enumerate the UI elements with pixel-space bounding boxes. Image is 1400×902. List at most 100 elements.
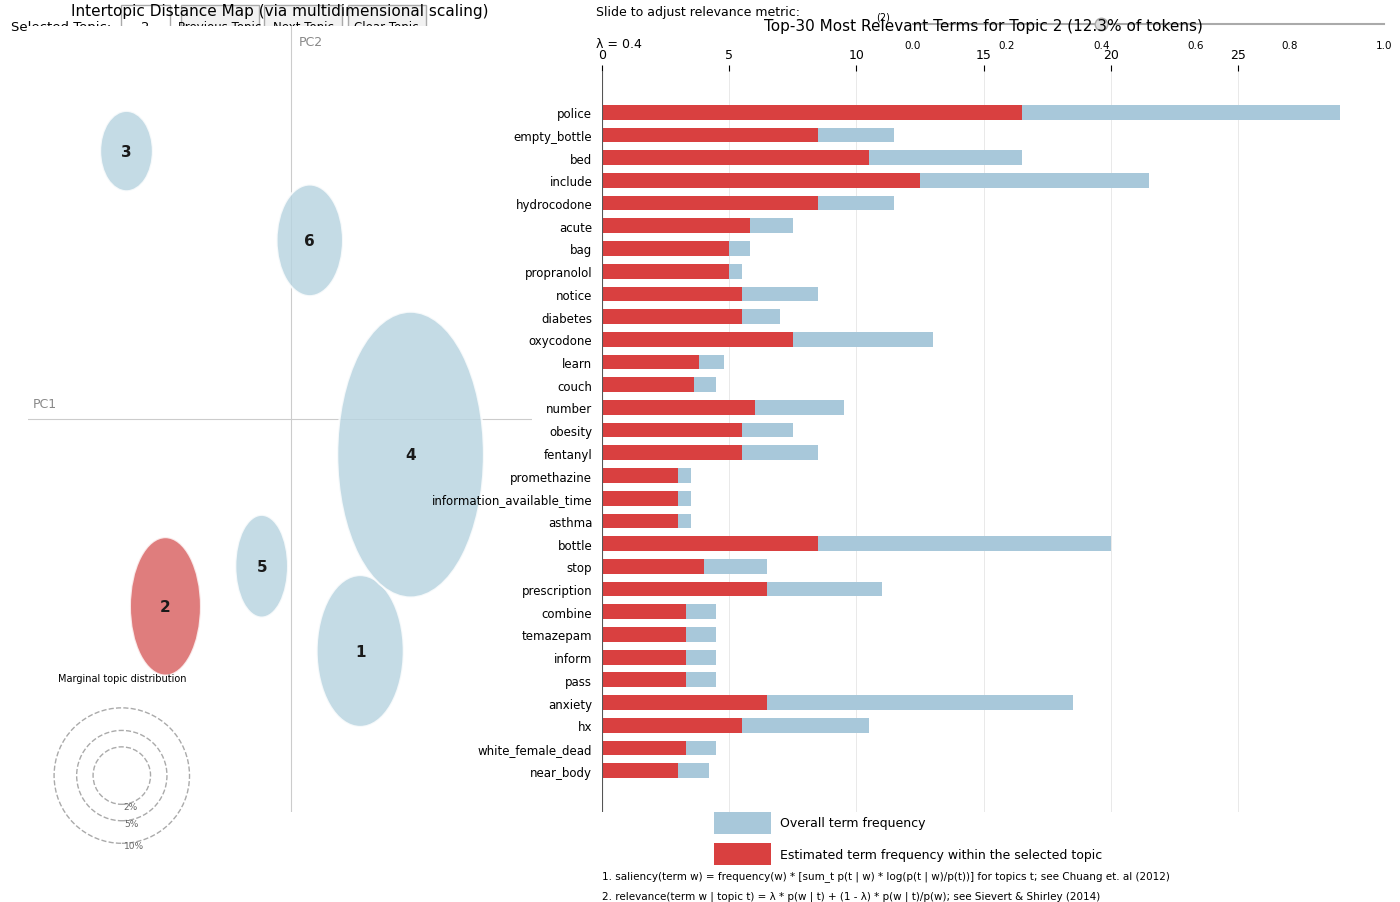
Ellipse shape — [277, 185, 343, 297]
Bar — [602, 400, 844, 415]
Bar — [602, 287, 742, 302]
Bar — [602, 650, 686, 665]
Text: λ = 0.4: λ = 0.4 — [596, 38, 643, 51]
Bar — [602, 718, 869, 732]
Text: 5: 5 — [256, 559, 267, 574]
Bar — [602, 310, 780, 325]
Text: 5%: 5% — [123, 819, 139, 828]
Bar — [602, 469, 679, 483]
Bar — [602, 355, 724, 370]
Bar — [602, 355, 699, 370]
Bar — [602, 264, 729, 280]
Bar — [602, 152, 1022, 166]
Ellipse shape — [130, 538, 202, 676]
Bar — [602, 378, 717, 392]
Title: Top-30 Most Relevant Terms for Topic 2 (12.3% of tokens): Top-30 Most Relevant Terms for Topic 2 (… — [764, 19, 1203, 33]
FancyBboxPatch shape — [714, 843, 770, 865]
Bar — [602, 763, 708, 778]
Title: Intertopic Distance Map (via multidimensional scaling): Intertopic Distance Map (via multidimens… — [71, 4, 489, 19]
Bar — [602, 219, 792, 234]
Bar — [602, 197, 895, 211]
Bar — [602, 333, 932, 347]
Bar — [602, 106, 1340, 121]
Bar — [602, 152, 869, 166]
Text: 1.0: 1.0 — [1376, 41, 1392, 51]
Bar — [602, 673, 717, 687]
Bar — [602, 219, 749, 234]
Bar — [602, 604, 717, 620]
Bar — [602, 174, 1149, 189]
Text: 0.4: 0.4 — [1093, 41, 1109, 51]
Text: 2%: 2% — [123, 803, 139, 812]
Bar — [602, 537, 818, 551]
Text: Clear Topic: Clear Topic — [354, 22, 419, 34]
Ellipse shape — [316, 575, 403, 727]
Text: Slide to adjust relevance metric:: Slide to adjust relevance metric: — [596, 5, 801, 19]
Ellipse shape — [337, 312, 484, 598]
Bar — [602, 333, 792, 347]
Bar — [602, 582, 767, 597]
Text: PC2: PC2 — [298, 36, 322, 49]
Bar — [602, 423, 742, 438]
Bar — [602, 423, 792, 438]
Ellipse shape — [101, 112, 153, 192]
FancyBboxPatch shape — [122, 5, 169, 51]
Bar — [602, 628, 686, 642]
Bar — [602, 128, 895, 143]
Bar — [602, 492, 692, 506]
Text: Marginal topic distribution: Marginal topic distribution — [57, 674, 186, 684]
Text: 2: 2 — [141, 22, 150, 34]
Bar — [602, 514, 679, 529]
Text: 0.2: 0.2 — [998, 41, 1015, 51]
Bar — [602, 378, 693, 392]
Bar — [602, 604, 686, 620]
Text: 1: 1 — [356, 644, 365, 658]
Bar — [602, 741, 717, 756]
Text: 6: 6 — [304, 234, 315, 249]
Text: 0.0: 0.0 — [904, 41, 921, 51]
Bar — [602, 128, 818, 143]
Bar — [602, 695, 767, 710]
Bar — [602, 763, 679, 778]
Bar — [602, 628, 717, 642]
Bar — [602, 310, 742, 325]
Bar — [602, 242, 729, 256]
Text: PC1: PC1 — [32, 398, 57, 410]
Text: 1. saliency(term w) = frequency(w) * [sum_t p(t | w) * log(p(t | w)/p(t))] for t: 1. saliency(term w) = frequency(w) * [su… — [602, 870, 1170, 881]
Bar — [602, 264, 742, 280]
Bar — [602, 559, 704, 574]
Bar — [602, 197, 818, 211]
Bar — [602, 446, 818, 461]
Bar — [602, 287, 818, 302]
Bar — [602, 537, 1110, 551]
Bar — [602, 174, 920, 189]
Bar — [602, 446, 742, 461]
Text: Estimated term frequency within the selected topic: Estimated term frequency within the sele… — [780, 848, 1102, 861]
Bar — [602, 400, 755, 415]
Ellipse shape — [235, 515, 288, 618]
Bar — [602, 582, 882, 597]
Bar — [602, 695, 1072, 710]
Text: 10%: 10% — [123, 842, 144, 851]
Text: Next Topic: Next Topic — [273, 22, 333, 34]
Text: Previous Topic: Previous Topic — [178, 22, 262, 34]
FancyBboxPatch shape — [714, 812, 770, 833]
FancyBboxPatch shape — [181, 5, 259, 51]
Text: Selected Topic:: Selected Topic: — [11, 22, 111, 34]
Bar — [602, 741, 686, 756]
Bar — [602, 492, 679, 506]
Text: 0.8: 0.8 — [1281, 41, 1298, 51]
Text: (2): (2) — [876, 13, 890, 23]
Text: 4: 4 — [405, 447, 416, 463]
Bar — [602, 242, 749, 256]
Text: 2: 2 — [160, 599, 171, 614]
Bar — [602, 559, 767, 574]
FancyBboxPatch shape — [265, 5, 342, 51]
Bar — [602, 106, 1022, 121]
Text: Overall term frequency: Overall term frequency — [780, 816, 925, 830]
Bar — [602, 650, 717, 665]
Bar — [602, 673, 686, 687]
Bar — [602, 718, 742, 732]
Text: 2. relevance(term w | topic t) = λ * p(w | t) + (1 - λ) * p(w | t)/p(w); see Sie: 2. relevance(term w | topic t) = λ * p(w… — [602, 890, 1100, 901]
Text: 0.6: 0.6 — [1187, 41, 1204, 51]
